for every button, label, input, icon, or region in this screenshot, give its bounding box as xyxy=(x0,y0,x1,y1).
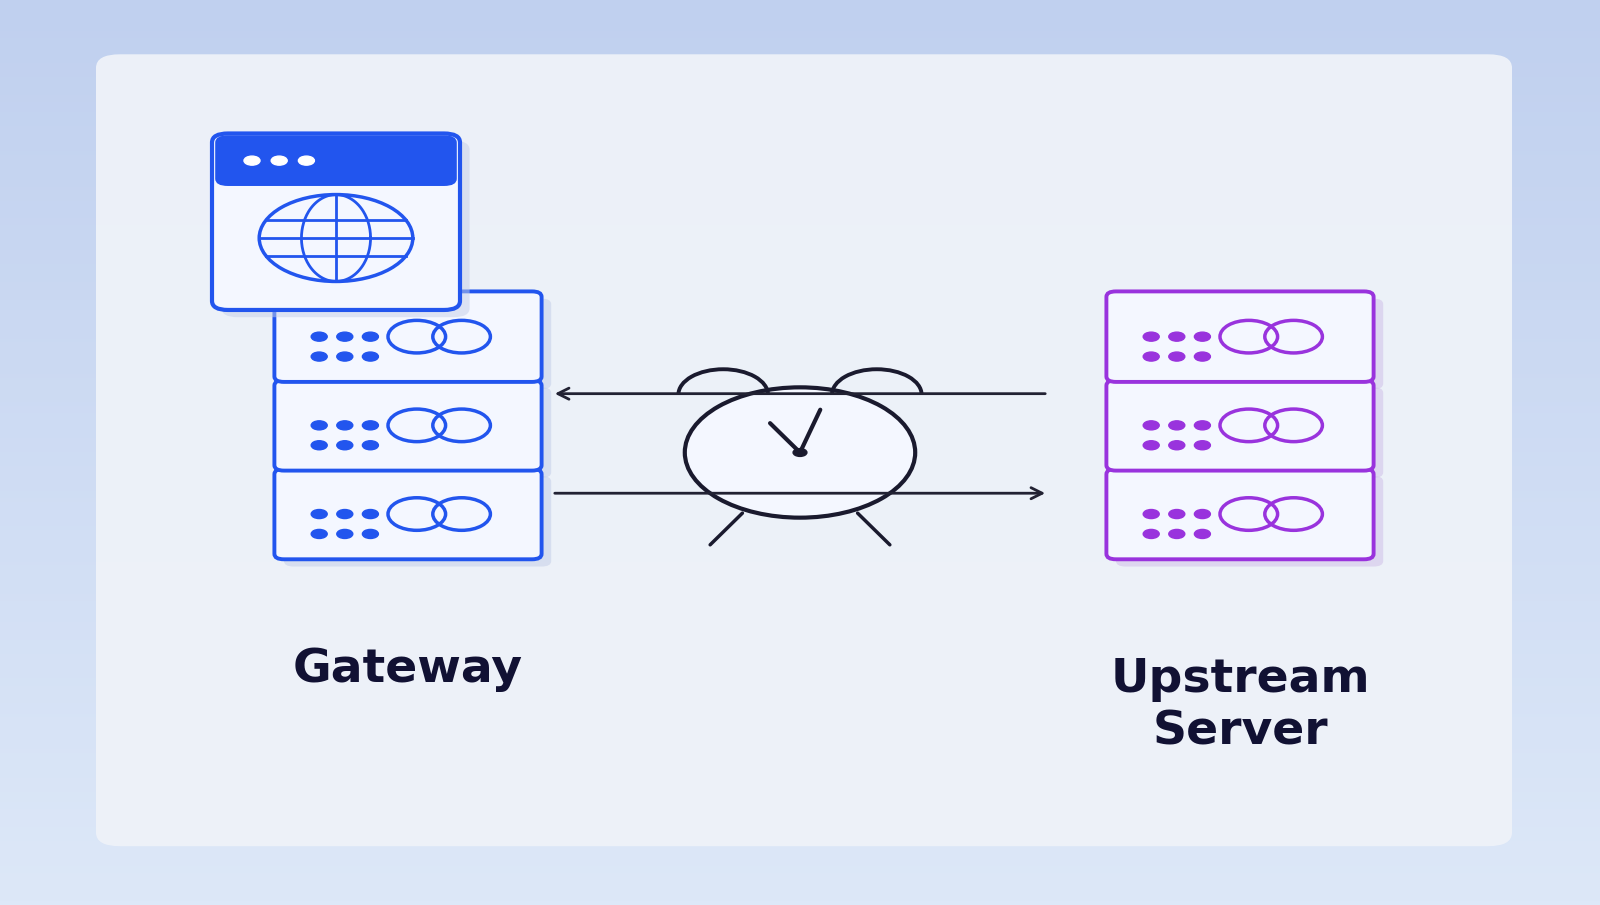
Circle shape xyxy=(1142,332,1158,341)
Circle shape xyxy=(1170,332,1186,341)
Circle shape xyxy=(362,352,379,361)
Circle shape xyxy=(243,157,259,165)
Circle shape xyxy=(1170,529,1186,538)
Circle shape xyxy=(336,421,352,430)
FancyBboxPatch shape xyxy=(285,299,550,389)
Circle shape xyxy=(310,510,326,519)
Circle shape xyxy=(1142,529,1158,538)
Circle shape xyxy=(362,529,379,538)
Circle shape xyxy=(362,421,379,430)
FancyBboxPatch shape xyxy=(1117,299,1382,389)
FancyBboxPatch shape xyxy=(275,380,541,471)
FancyBboxPatch shape xyxy=(275,469,541,559)
FancyBboxPatch shape xyxy=(1117,476,1382,567)
Circle shape xyxy=(685,387,915,518)
Circle shape xyxy=(1194,529,1211,538)
Circle shape xyxy=(1170,352,1186,361)
FancyBboxPatch shape xyxy=(1107,469,1374,559)
Circle shape xyxy=(310,332,326,341)
Circle shape xyxy=(362,441,379,450)
Circle shape xyxy=(1194,441,1211,450)
Circle shape xyxy=(310,441,326,450)
Circle shape xyxy=(336,510,352,519)
FancyBboxPatch shape xyxy=(221,141,470,318)
Circle shape xyxy=(336,352,352,361)
Circle shape xyxy=(310,529,326,538)
Circle shape xyxy=(1194,421,1211,430)
Circle shape xyxy=(336,441,352,450)
Circle shape xyxy=(1142,352,1158,361)
Circle shape xyxy=(1142,510,1158,519)
FancyBboxPatch shape xyxy=(96,54,1512,846)
Circle shape xyxy=(336,332,352,341)
Circle shape xyxy=(310,421,326,430)
Circle shape xyxy=(1170,510,1186,519)
FancyBboxPatch shape xyxy=(211,134,461,310)
FancyBboxPatch shape xyxy=(275,291,541,382)
Circle shape xyxy=(298,157,314,165)
Circle shape xyxy=(310,352,326,361)
Circle shape xyxy=(362,510,379,519)
Circle shape xyxy=(1194,332,1211,341)
Circle shape xyxy=(794,449,806,456)
FancyBboxPatch shape xyxy=(285,476,550,567)
FancyBboxPatch shape xyxy=(1107,291,1374,382)
Circle shape xyxy=(1142,441,1158,450)
Circle shape xyxy=(362,332,379,341)
FancyBboxPatch shape xyxy=(214,135,458,186)
FancyBboxPatch shape xyxy=(285,387,550,478)
Circle shape xyxy=(1142,421,1158,430)
Circle shape xyxy=(1194,510,1211,519)
Circle shape xyxy=(1170,441,1186,450)
Text: Gateway: Gateway xyxy=(293,647,523,692)
Text: Upstream
Server: Upstream Server xyxy=(1110,657,1370,755)
Circle shape xyxy=(336,529,352,538)
Circle shape xyxy=(270,157,288,165)
FancyBboxPatch shape xyxy=(1107,380,1374,471)
FancyBboxPatch shape xyxy=(1117,387,1382,478)
Circle shape xyxy=(1170,421,1186,430)
Circle shape xyxy=(1194,352,1211,361)
